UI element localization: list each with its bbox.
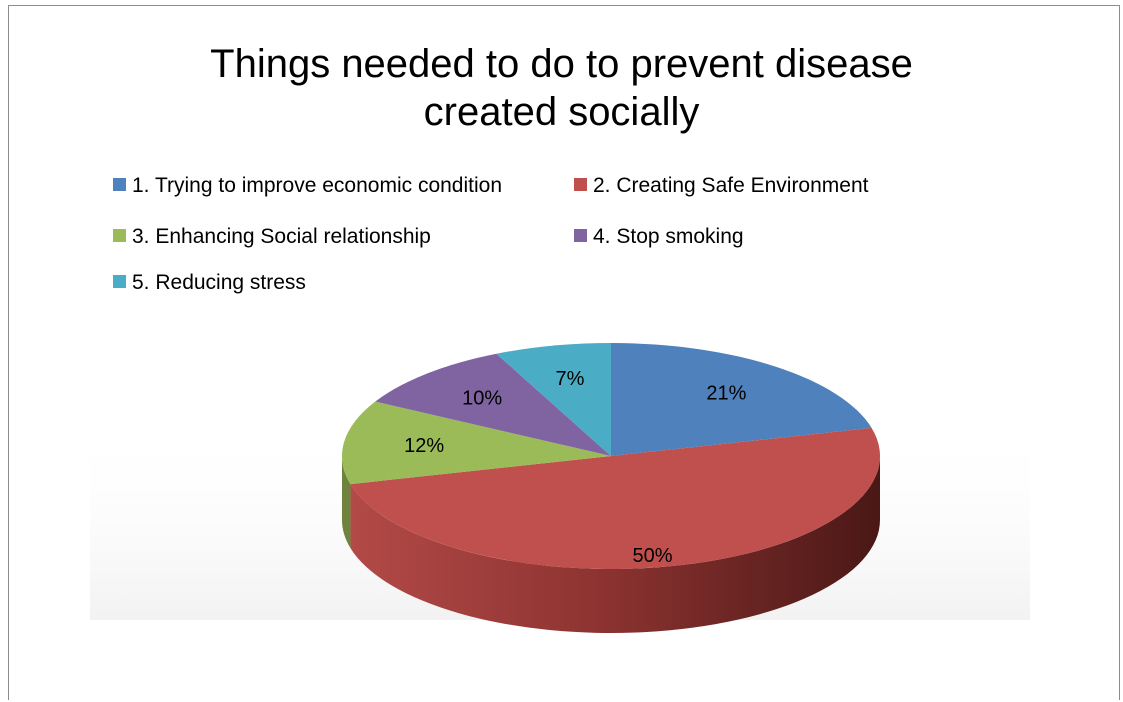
legend-item-4: 4. Stop smoking [574, 225, 744, 249]
data-label-2: 50% [632, 545, 672, 567]
legend-swatch-1 [113, 178, 126, 191]
legend-label-3: 3. Enhancing Social relationship [132, 225, 431, 248]
data-label-5: 7% [555, 368, 584, 390]
data-label-3: 12% [404, 435, 444, 457]
legend-label-5: 5. Reducing stress [132, 271, 306, 294]
pie-sides [342, 456, 880, 633]
pie-slice-5 [496, 343, 611, 456]
data-label-4: 10% [462, 387, 502, 409]
legend-swatch-3 [113, 229, 126, 242]
legend-swatch-4 [574, 229, 587, 242]
chart-frame [8, 5, 1120, 700]
chart-title: Things needed to do to prevent disease c… [0, 40, 1123, 136]
legend-item-2: 2. Creating Safe Environment [574, 174, 868, 198]
pie-slice-2 [350, 427, 881, 569]
pie-side-2 [350, 456, 880, 633]
legend-item-5: 5. Reducing stress [113, 271, 306, 295]
chart-title-line-1: Things needed to do to prevent disease [210, 42, 913, 86]
legend-item-1: 1. Trying to improve economic condition [113, 174, 502, 198]
pie-slices [342, 343, 881, 569]
data-label-1: 21% [706, 382, 746, 404]
legend-label-1: 1. Trying to improve economic condition [132, 174, 503, 197]
chart-title-line-2: created socially [423, 90, 700, 134]
pie-slice-3 [342, 401, 611, 485]
legend-label-2: 2. Creating Safe Environment [593, 174, 869, 197]
pie-side-3 [342, 456, 351, 549]
pie-labels: 21% 50% 12% 10% 7% [404, 368, 746, 567]
pie-slice-1 [611, 343, 872, 456]
pie-slice-4 [375, 353, 611, 456]
legend-label-4: 4. Stop smoking [593, 225, 744, 248]
legend-swatch-5 [113, 275, 126, 288]
legend-item-3: 3. Enhancing Social relationship [113, 225, 431, 249]
legend-swatch-2 [574, 178, 587, 191]
